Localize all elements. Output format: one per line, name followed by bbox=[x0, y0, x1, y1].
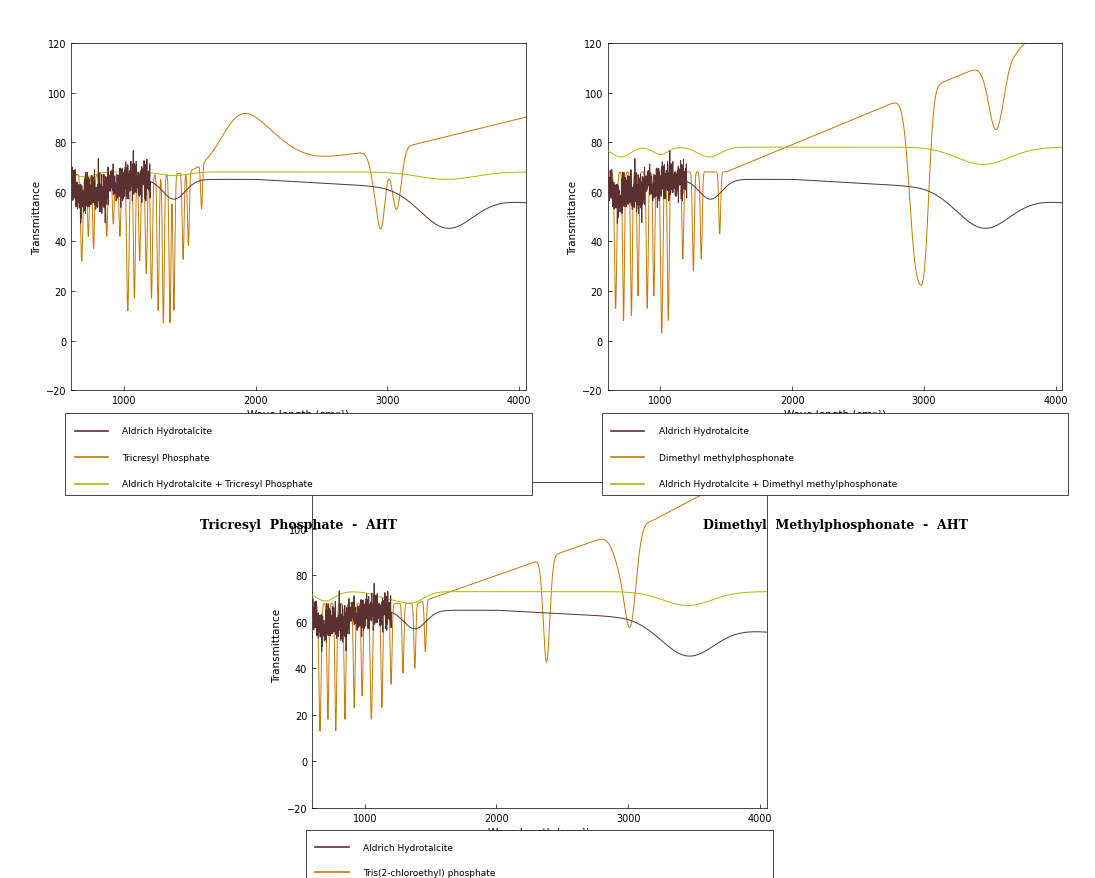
X-axis label: Wave length (cm⁻¹): Wave length (cm⁻¹) bbox=[488, 827, 590, 837]
FancyBboxPatch shape bbox=[65, 414, 532, 495]
Text: Dimethyl  Methylphosphonate  -  AHT: Dimethyl Methylphosphonate - AHT bbox=[703, 518, 967, 531]
Text: Aldrich Hydrotalcite: Aldrich Hydrotalcite bbox=[123, 427, 212, 435]
Text: Tricresyl  Phosphate  -  AHT: Tricresyl Phosphate - AHT bbox=[200, 518, 396, 531]
Y-axis label: Transmittance: Transmittance bbox=[273, 608, 283, 682]
X-axis label: Wave length (cm⁻¹): Wave length (cm⁻¹) bbox=[784, 410, 886, 420]
Y-axis label: Transmittance: Transmittance bbox=[568, 180, 578, 255]
Text: Aldrich Hydrotalcite: Aldrich Hydrotalcite bbox=[659, 427, 749, 435]
Text: Tris(2-chloroethyl) phosphate: Tris(2-chloroethyl) phosphate bbox=[364, 867, 496, 877]
Text: Dimethyl methylphosphonate: Dimethyl methylphosphonate bbox=[659, 453, 794, 462]
FancyBboxPatch shape bbox=[601, 414, 1069, 495]
FancyBboxPatch shape bbox=[306, 831, 773, 878]
Text: Aldrich Hydrotalcite: Aldrich Hydrotalcite bbox=[364, 843, 453, 852]
Text: Aldrich Hydrotalcite + Dimethyl methylphosphonate: Aldrich Hydrotalcite + Dimethyl methylph… bbox=[659, 480, 897, 489]
Y-axis label: Transmittance: Transmittance bbox=[32, 180, 42, 255]
Text: Aldrich Hydrotalcite + Tricresyl Phosphate: Aldrich Hydrotalcite + Tricresyl Phospha… bbox=[123, 480, 313, 489]
Text: Tricresyl Phosphate: Tricresyl Phosphate bbox=[123, 453, 209, 462]
X-axis label: Wave length (cm⁻¹): Wave length (cm⁻¹) bbox=[247, 410, 349, 420]
